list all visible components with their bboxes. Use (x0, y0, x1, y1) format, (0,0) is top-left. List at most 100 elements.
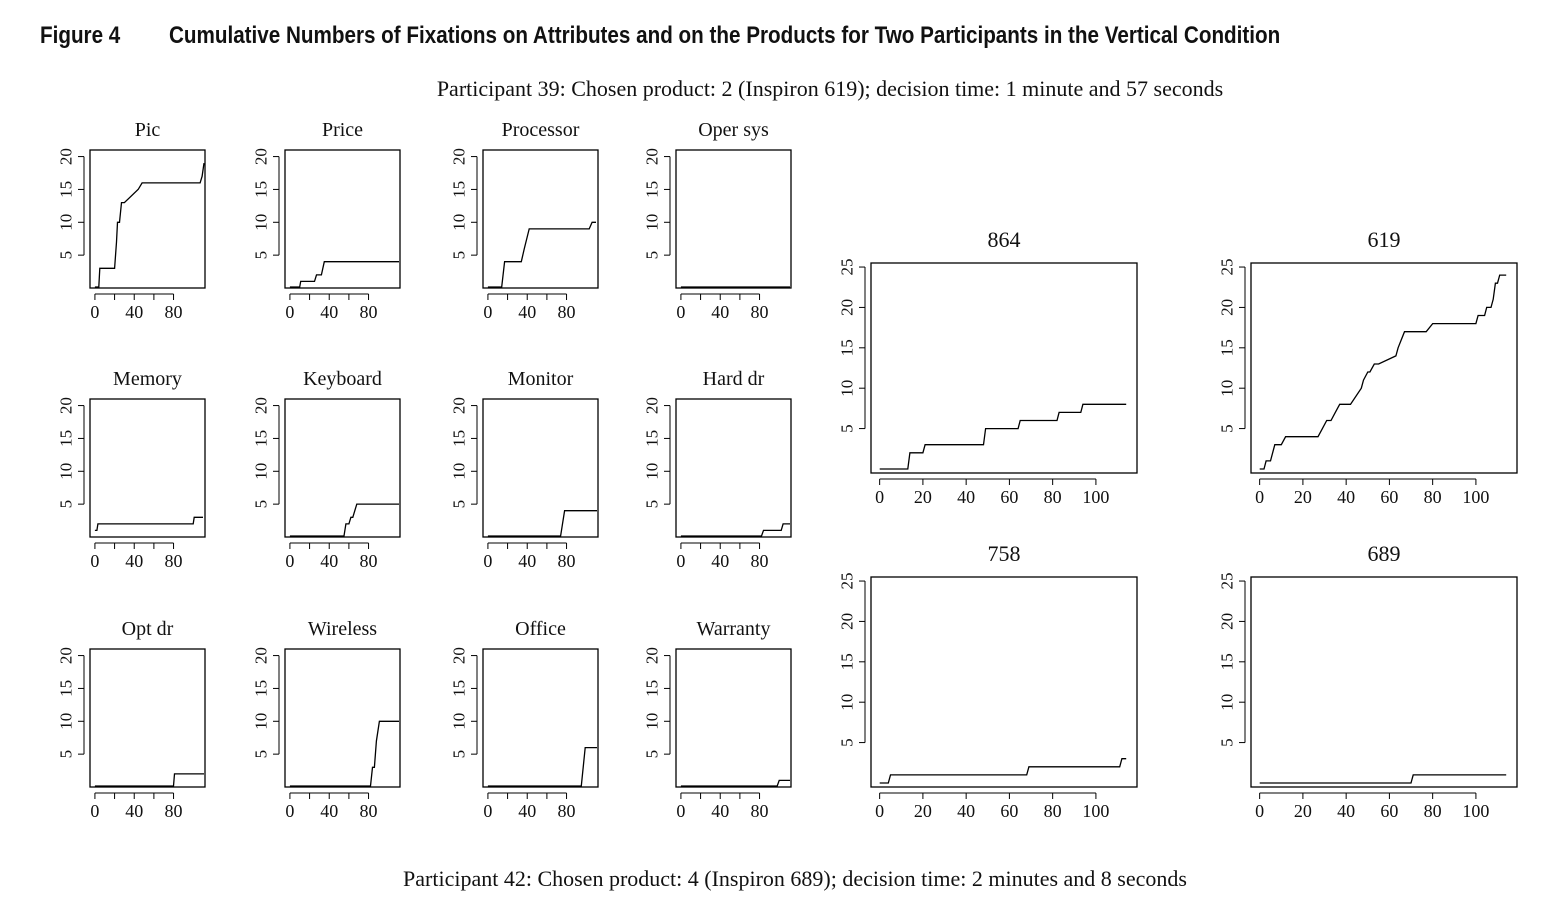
panel-title: Processor (502, 119, 580, 141)
panel-title: 689 (1368, 541, 1401, 566)
y-tick-label: 20 (252, 647, 271, 664)
x-tick-label: 80 (1044, 801, 1062, 821)
cumulative-line (487, 221, 596, 288)
plot-frame (482, 648, 599, 788)
cumulative-line (289, 503, 399, 537)
panel-758: 758 0 20 40 60 80 100 5 10 15 20 25 (838, 541, 1138, 821)
y-tick-label: 10 (252, 214, 271, 231)
panel-title: Keyboard (303, 368, 382, 390)
y-tick-label: 10 (57, 713, 76, 730)
x-tick-label: 80 (558, 551, 576, 571)
plot-frame (89, 149, 206, 289)
y-tick-label: 20 (643, 647, 662, 664)
x-tick-label: 80 (360, 551, 378, 571)
figure-title: Figure 4 Cumulative Numbers of Fixations … (40, 22, 1280, 56)
y-tick-label: 10 (450, 214, 469, 231)
x-tick-label: 80 (360, 801, 378, 821)
x-tick-label: 80 (558, 801, 576, 821)
x-tick-label: 0 (90, 551, 99, 571)
plot-frame (284, 149, 401, 289)
y-tick-label: 5 (450, 251, 469, 260)
panel-title: Pic (135, 119, 161, 141)
x-tick-label: 80 (360, 302, 378, 322)
y-tick-label: 20 (57, 647, 76, 664)
y-tick-label: 15 (252, 680, 271, 697)
y-tick-label: 15 (1218, 653, 1237, 670)
y-tick-label: 20 (252, 148, 271, 165)
cumulative-line (94, 163, 205, 288)
y-tick-label: 15 (450, 680, 469, 697)
x-tick-label: 0 (875, 801, 884, 821)
cumulative-line (680, 779, 790, 787)
x-tick-label: 40 (125, 302, 143, 322)
x-tick-label: 60 (1000, 801, 1018, 821)
x-tick-label: 80 (751, 801, 769, 821)
cumulative-line (487, 510, 597, 537)
y-tick-label: 5 (57, 251, 76, 260)
y-tick-label: 5 (643, 750, 662, 759)
x-tick-label: 80 (1424, 801, 1442, 821)
x-tick-label: 60 (1380, 801, 1398, 821)
y-tick-label: 10 (643, 713, 662, 730)
figure-title-text: Cumulative Numbers of Fixations on Attri… (169, 22, 1281, 49)
x-tick-label: 0 (483, 551, 492, 571)
panel-monitor: Monitor 0 40 80 5 10 15 20 (450, 368, 599, 571)
x-tick-label: 0 (483, 801, 492, 821)
panel-title: Opt dr (122, 618, 174, 640)
x-tick-label: 80 (751, 302, 769, 322)
plot-frame (89, 398, 206, 538)
cumulative-line (680, 523, 790, 537)
x-tick-label: 20 (914, 801, 932, 821)
y-tick-label: 5 (643, 251, 662, 260)
y-tick-label: 20 (57, 148, 76, 165)
panel-hard-dr: Hard dr 0 40 80 5 10 15 20 (643, 368, 792, 571)
x-tick-label: 40 (320, 551, 338, 571)
x-tick-label: 40 (125, 801, 143, 821)
y-tick-label: 10 (57, 463, 76, 480)
x-tick-label: 20 (914, 487, 932, 507)
x-tick-label: 80 (751, 551, 769, 571)
y-tick-label: 20 (838, 299, 857, 316)
plot-frame (1250, 262, 1518, 474)
y-tick-label: 10 (838, 380, 857, 397)
x-tick-label: 0 (676, 302, 685, 322)
plot-frame (482, 149, 599, 289)
y-tick-label: 10 (643, 463, 662, 480)
y-tick-label: 5 (838, 738, 857, 747)
cumulative-line (289, 261, 399, 288)
y-tick-label: 20 (838, 613, 857, 630)
panel-title: Memory (113, 368, 182, 390)
panel-office: Office 0 40 80 5 10 15 20 (450, 618, 599, 821)
x-tick-label: 40 (518, 801, 536, 821)
y-tick-label: 15 (57, 181, 76, 198)
cumulative-line (94, 773, 204, 787)
x-tick-label: 60 (1000, 487, 1018, 507)
x-tick-label: 100 (1462, 487, 1489, 507)
y-tick-label: 20 (57, 397, 76, 414)
y-tick-label: 5 (252, 750, 271, 759)
panel-memory: Memory 0 40 80 5 10 15 20 (57, 368, 206, 571)
x-tick-label: 40 (711, 302, 729, 322)
y-tick-label: 5 (838, 424, 857, 433)
panel-title: Office (515, 618, 566, 640)
x-tick-label: 0 (90, 302, 99, 322)
caption-participant-39: Participant 39: Chosen product: 2 (Inspi… (436, 76, 1224, 101)
x-tick-label: 0 (90, 801, 99, 821)
x-tick-label: 40 (957, 801, 975, 821)
panel-pic: Pic 0 40 80 5 10 15 20 (57, 119, 206, 322)
y-tick-label: 5 (57, 750, 76, 759)
x-tick-label: 0 (676, 801, 685, 821)
x-tick-label: 80 (1044, 487, 1062, 507)
y-tick-label: 15 (450, 181, 469, 198)
y-tick-label: 10 (252, 713, 271, 730)
y-tick-label: 20 (1218, 299, 1237, 316)
y-tick-label: 20 (1218, 613, 1237, 630)
x-tick-label: 100 (1462, 801, 1489, 821)
plot-frame (675, 149, 792, 289)
plot-frame (1250, 576, 1518, 788)
x-tick-label: 80 (558, 302, 576, 322)
x-tick-label: 60 (1380, 487, 1398, 507)
y-tick-label: 20 (643, 148, 662, 165)
y-tick-label: 10 (1218, 380, 1237, 397)
